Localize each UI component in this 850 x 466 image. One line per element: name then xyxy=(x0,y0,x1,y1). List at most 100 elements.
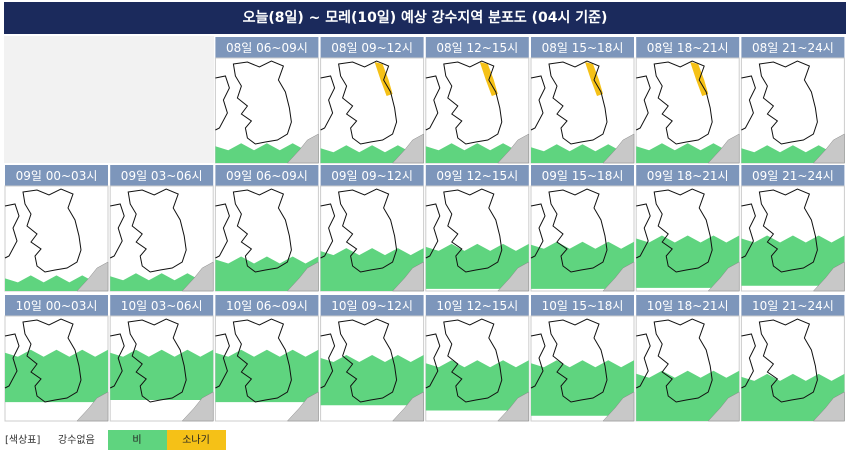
korea-outline xyxy=(758,60,818,145)
map xyxy=(4,185,109,292)
korea-outline xyxy=(232,188,292,273)
panel-header xyxy=(215,295,319,316)
panel: 10일 09~12시 xyxy=(320,295,425,422)
panel-time: 08일 15~18시 xyxy=(542,41,624,55)
panel: 10일 18~21시 xyxy=(635,295,740,422)
rain-area xyxy=(531,241,634,289)
panel: 09일 06~09시 xyxy=(214,165,319,292)
china-coast xyxy=(109,333,125,389)
map xyxy=(425,185,530,292)
korea-outline xyxy=(548,60,608,145)
map xyxy=(740,57,845,164)
panel-header xyxy=(741,37,845,58)
panel-time: 08일 09~12시 xyxy=(331,41,413,55)
panel-time: 08일 12~15시 xyxy=(436,41,518,55)
panel-time: 08일 18~21시 xyxy=(647,41,729,55)
china-coast xyxy=(215,75,230,131)
rain-area xyxy=(636,370,740,421)
japan xyxy=(812,261,845,292)
korea-outline xyxy=(443,318,503,403)
panel-header xyxy=(531,295,634,316)
map xyxy=(4,315,109,422)
empty-cell xyxy=(4,36,214,163)
japan xyxy=(181,391,214,422)
korea-outline xyxy=(758,318,818,403)
map xyxy=(530,185,635,292)
panel-time: 09일 21~24시 xyxy=(752,169,834,183)
rain-area xyxy=(215,256,319,291)
panel-time: 08일 06~09시 xyxy=(226,41,308,55)
japan xyxy=(707,261,740,292)
rain-area xyxy=(425,243,529,289)
legend-none: 강수없음 xyxy=(58,433,95,446)
panel-header xyxy=(320,165,424,186)
panel-time: 09일 09~12시 xyxy=(331,169,413,183)
panel-header xyxy=(425,165,529,186)
china-coast xyxy=(425,333,441,389)
rain-area xyxy=(741,235,845,286)
japan xyxy=(707,391,740,422)
japan xyxy=(181,261,214,292)
panel-time: 10일 03~06시 xyxy=(121,299,203,313)
legend: [색상표] 강수없음 비 소나기 xyxy=(5,430,226,450)
korea-outline xyxy=(22,188,82,273)
panel: 08일 18~21시 xyxy=(635,37,740,164)
panel: 10일 06~09시 xyxy=(214,295,319,422)
rain-area xyxy=(320,355,424,406)
korea-outline xyxy=(653,188,713,273)
panel-time: 09일 06~09시 xyxy=(226,169,308,183)
korea-outline xyxy=(758,188,818,273)
japan xyxy=(392,261,424,292)
map xyxy=(530,315,635,422)
map xyxy=(320,57,425,164)
map xyxy=(635,315,740,422)
title: 오늘(8일) ~ 모레(10일) 예상 강수지역 분포도 (04시 기준) xyxy=(243,9,608,26)
korea-outline xyxy=(548,318,608,403)
panel-header xyxy=(741,295,845,316)
panel: 09일 18~21시 xyxy=(635,165,740,292)
panel-time: 09일 00~03시 xyxy=(16,169,98,183)
china-coast xyxy=(425,75,441,131)
japan xyxy=(392,391,424,422)
china-coast xyxy=(635,203,651,259)
panel-time: 09일 15~18시 xyxy=(542,169,624,183)
japan xyxy=(602,261,635,292)
legend-shower: 소나기 xyxy=(182,434,210,446)
korea-outline xyxy=(443,60,503,145)
japan xyxy=(602,133,635,164)
panel-header xyxy=(531,37,634,58)
panel-header xyxy=(320,295,424,316)
korea-outline xyxy=(653,318,713,403)
map xyxy=(740,185,845,292)
panel: 09일 12~15시 xyxy=(425,165,530,292)
korea-outline xyxy=(443,188,503,273)
rain-area xyxy=(5,349,108,403)
map xyxy=(214,315,319,422)
rain-area xyxy=(425,360,529,411)
china-coast xyxy=(530,333,546,389)
panel-header xyxy=(320,37,424,58)
panel: 08일 06~09시 xyxy=(214,37,319,164)
map xyxy=(214,185,319,292)
japan xyxy=(497,391,530,422)
korea-outline xyxy=(22,318,82,403)
korea-outline xyxy=(127,318,187,403)
map xyxy=(320,185,425,292)
china-coast xyxy=(635,333,651,389)
china-coast xyxy=(215,333,230,389)
panel: 10일 00~03시 xyxy=(4,295,109,422)
panel: 10일 21~24시 xyxy=(740,295,845,422)
china-coast xyxy=(4,203,20,259)
panel-grid: 08일 06~09시 08일 09~12시 08일 12~15시 08일 15~18시… xyxy=(4,37,845,422)
korea-outline xyxy=(232,318,292,403)
panel-header xyxy=(741,165,845,186)
panel-time: 10일 18~21시 xyxy=(647,299,729,313)
japan xyxy=(286,261,319,292)
japan xyxy=(602,391,635,422)
china-coast xyxy=(320,333,336,389)
legend-rain: 비 xyxy=(132,434,141,446)
panel-time: 09일 12~15시 xyxy=(436,169,518,183)
china-coast xyxy=(109,203,125,259)
china-coast xyxy=(425,203,441,259)
